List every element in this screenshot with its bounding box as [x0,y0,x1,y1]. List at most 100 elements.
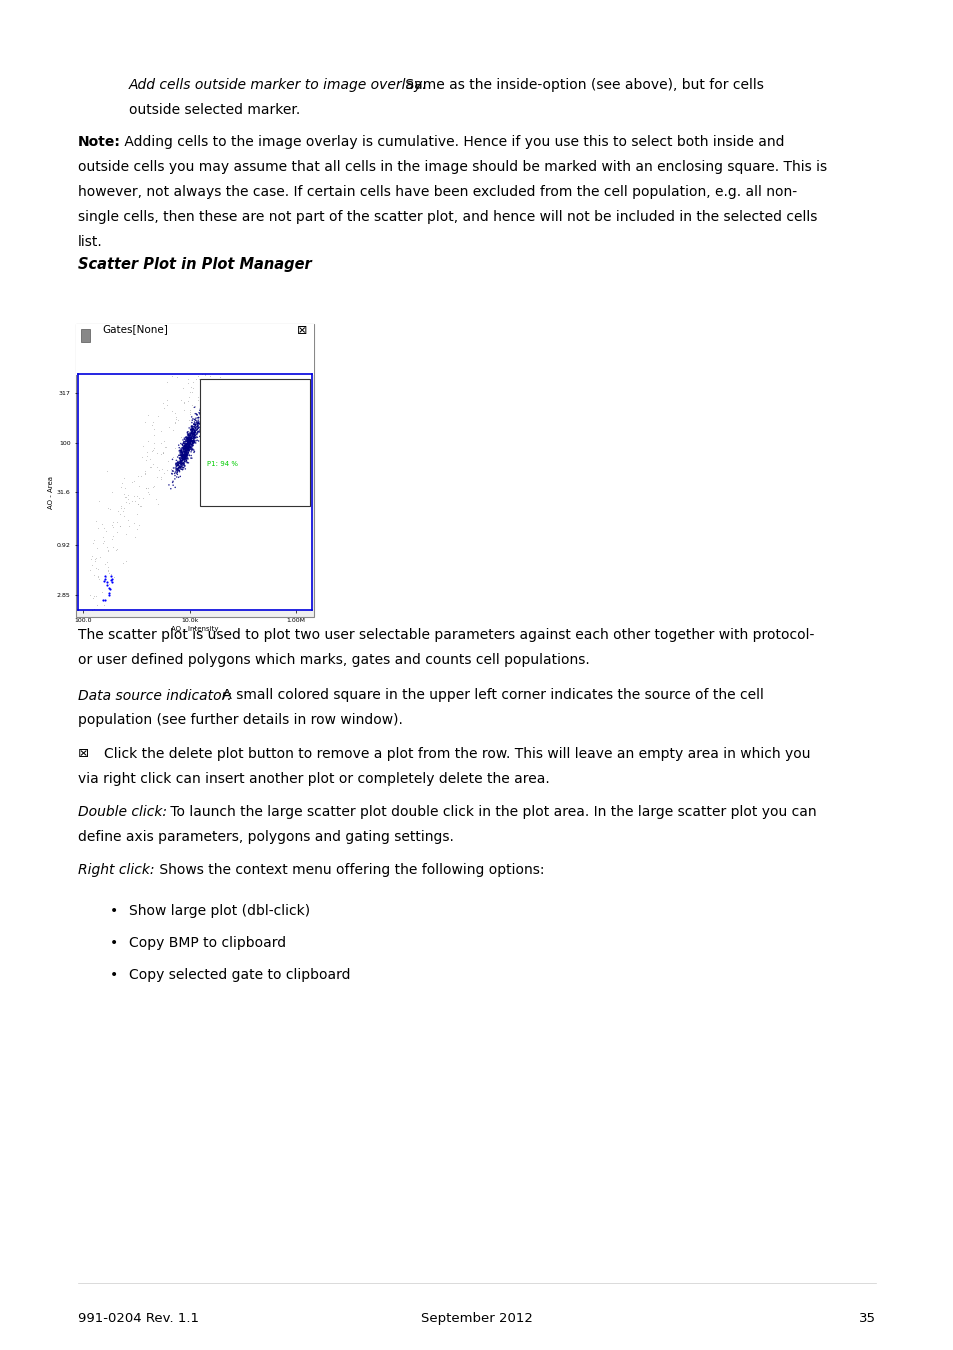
Point [175,444,191,466]
Point [179,446,194,467]
Point [193,408,209,429]
Point [178,447,193,468]
Point [173,389,189,410]
Point [182,435,197,456]
Point [169,452,184,474]
Point [188,413,203,435]
Point [180,432,195,454]
Point [110,512,125,533]
Point [113,477,129,498]
Point [84,599,99,621]
Point [178,436,193,458]
Point [181,428,196,450]
Point [184,421,199,443]
Point [181,425,196,447]
Point [180,437,195,459]
Point [170,409,185,431]
Point [178,437,193,459]
Point [177,446,193,467]
Point [175,447,191,468]
Point [180,431,195,452]
Point [186,420,201,441]
Point [135,436,151,458]
Point [185,435,200,456]
Point [180,427,195,448]
Point [185,425,200,447]
Point [175,447,191,468]
Point [192,420,207,441]
Point [86,564,101,586]
Point [182,432,197,454]
Point [180,435,195,456]
Point [180,443,195,464]
Point [171,458,186,479]
Point [91,490,107,512]
Point [165,474,180,495]
Point [146,437,161,459]
Point [183,429,198,451]
Point [176,435,192,456]
Point [167,412,182,433]
Text: ⊠: ⊠ [296,324,307,338]
Point [185,408,200,429]
Point [183,431,198,452]
Point [172,440,188,462]
Point [86,598,101,620]
Point [91,567,106,589]
Point [168,477,183,498]
Point [175,456,191,478]
Point [164,463,179,485]
Point [184,427,199,448]
Point [142,456,157,478]
Point [180,437,195,459]
Point [181,431,196,452]
Point [167,468,182,490]
Point [177,439,193,460]
Point [113,497,129,518]
Point [172,447,187,468]
Point [186,377,201,398]
Point [180,369,195,390]
Point [120,487,135,509]
Point [176,436,192,458]
Point [170,459,185,481]
Point [182,424,197,446]
Point [174,437,190,459]
Point [175,443,191,464]
Point [175,455,191,477]
Point [181,425,196,447]
Point [191,412,206,433]
Point [178,448,193,470]
Point [174,446,190,467]
Point [156,462,172,483]
Point [172,456,188,478]
Point [186,429,201,451]
Point [185,418,200,440]
Point [164,463,179,485]
Text: list.: list. [78,235,103,248]
Point [182,428,197,450]
Point [179,437,194,459]
Point [179,441,194,463]
Point [184,433,199,455]
Point [173,441,189,463]
Point [177,446,193,467]
Point [190,412,205,433]
Text: The scatter plot is used to plot two user selectable parameters against each oth: The scatter plot is used to plot two use… [78,628,814,641]
Point [176,431,192,452]
Point [165,471,180,493]
Point [88,558,103,579]
Point [127,512,142,533]
Point [132,487,147,509]
Point [169,458,184,479]
Point [170,447,185,468]
Point [165,448,180,470]
Point [187,425,202,447]
Point [191,406,206,428]
Point [177,435,193,456]
Point [191,413,206,435]
Point [178,450,193,471]
Point [98,520,113,541]
Point [172,443,188,464]
Point [178,436,193,458]
